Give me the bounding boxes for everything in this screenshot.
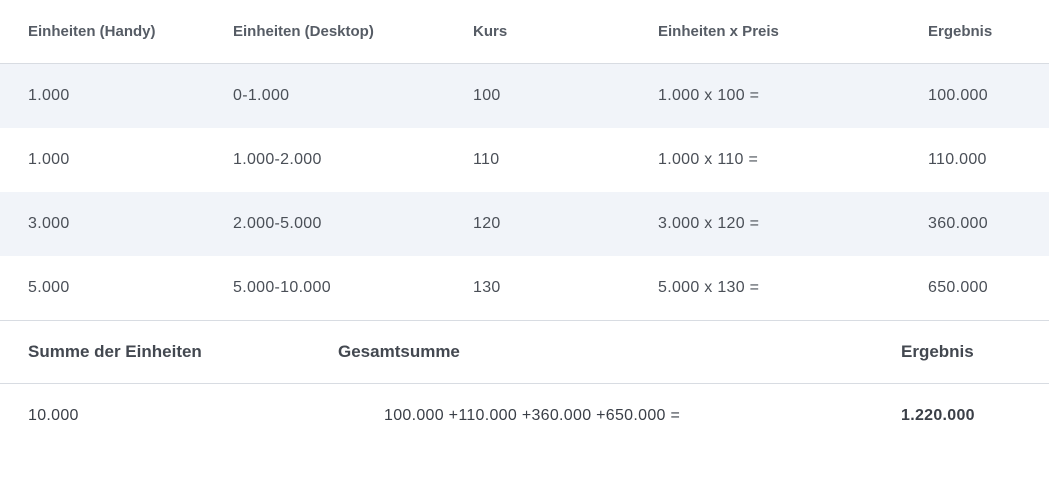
table-row: 1.000 1.000-2.000 110 1.000 x 110 = 110.…	[0, 128, 1049, 192]
summary-final-result: 1.220.000	[901, 407, 1021, 425]
cell-result: 360.000	[928, 215, 1021, 233]
table-row: 1.000 0-1.000 100 1.000 x 100 = 100.000	[0, 64, 1049, 128]
header-units-handy: Einheiten (Handy)	[28, 23, 233, 40]
cell-calculation: 1.000 x 110 =	[658, 151, 928, 169]
summary-data-row: 10.000 100.000 +110.000 +360.000 +650.00…	[0, 384, 1049, 448]
cell-calculation: 3.000 x 120 =	[658, 215, 928, 233]
cell-calculation: 1.000 x 100 =	[658, 87, 928, 105]
cell-rate: 120	[473, 215, 658, 233]
header-rate: Kurs	[473, 23, 658, 40]
header-units-times-price: Einheiten x Preis	[658, 23, 928, 40]
pricing-table: Einheiten (Handy) Einheiten (Desktop) Ku…	[0, 0, 1049, 448]
cell-rate: 130	[473, 279, 658, 297]
cell-result: 110.000	[928, 151, 1021, 169]
summary-sum-expression: 100.000 +110.000 +360.000 +650.000 =	[338, 407, 901, 425]
cell-units-desktop: 2.000-5.000	[233, 215, 473, 233]
summary-header-result: Ergebnis	[901, 342, 1021, 362]
summary-header-row: Summe der Einheiten Gesamtsumme Ergebnis	[0, 320, 1049, 384]
header-units-desktop: Einheiten (Desktop)	[233, 23, 473, 40]
cell-units-desktop: 0-1.000	[233, 87, 473, 105]
cell-units-desktop: 1.000-2.000	[233, 151, 473, 169]
table-header-row: Einheiten (Handy) Einheiten (Desktop) Ku…	[0, 0, 1049, 64]
summary-header-grand-total: Gesamtsumme	[338, 342, 901, 362]
cell-units-handy: 5.000	[28, 279, 233, 297]
cell-units-handy: 1.000	[28, 151, 233, 169]
table-row: 5.000 5.000-10.000 130 5.000 x 130 = 650…	[0, 256, 1049, 320]
cell-calculation: 5.000 x 130 =	[658, 279, 928, 297]
summary-header-units-sum: Summe der Einheiten	[28, 342, 338, 362]
cell-units-desktop: 5.000-10.000	[233, 279, 473, 297]
cell-result: 100.000	[928, 87, 1021, 105]
cell-result: 650.000	[928, 279, 1021, 297]
summary-units-total: 10.000	[28, 407, 338, 425]
table-row: 3.000 2.000-5.000 120 3.000 x 120 = 360.…	[0, 192, 1049, 256]
cell-rate: 110	[473, 151, 658, 169]
header-result: Ergebnis	[928, 23, 1021, 40]
cell-rate: 100	[473, 87, 658, 105]
cell-units-handy: 3.000	[28, 215, 233, 233]
cell-units-handy: 1.000	[28, 87, 233, 105]
